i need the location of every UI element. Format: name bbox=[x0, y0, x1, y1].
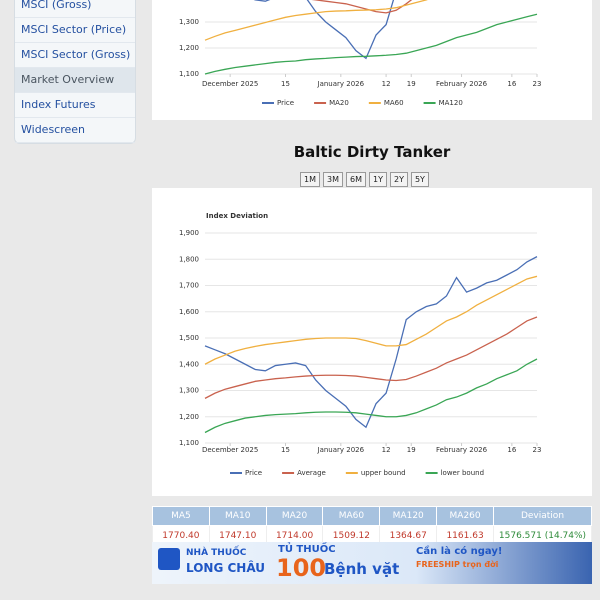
ad-text: NHÀ THUỐC bbox=[186, 548, 247, 558]
series-line bbox=[204, 275, 538, 365]
x-tick-label: 23 bbox=[533, 80, 542, 88]
chart: 1,100 1,200 1,300 December 2025 15 January 20… bbox=[179, 0, 542, 107]
y-tick-label: 1,300 bbox=[179, 387, 199, 395]
x-tick-label: January 2026 bbox=[317, 80, 365, 88]
header-cell: MA20 bbox=[265, 506, 324, 526]
cell: 1509.12 bbox=[322, 525, 381, 546]
x-tick-label: December 2025 bbox=[202, 80, 258, 88]
series-line bbox=[253, 0, 395, 60]
section-title: Baltic Dirty Tanker bbox=[293, 143, 451, 161]
range-buttons: 1M 3M 6M 1Y 2Y 5Y bbox=[300, 172, 429, 187]
series-line bbox=[204, 13, 538, 75]
header-cell: MA5 bbox=[152, 506, 210, 526]
header-cell: MA120 bbox=[379, 506, 438, 526]
menu-item[interactable]: MSCI Sector (Gross) bbox=[15, 43, 135, 68]
ad-banner[interactable]: NHÀ THUỐC LONG CHÂU TỦ THUỐC 100 Bệnh vặ… bbox=[152, 542, 592, 584]
y-tick-label: 1,300 bbox=[179, 18, 199, 26]
ad-text: Bệnh vặt bbox=[324, 560, 400, 578]
ad-text: LONG CHÂU bbox=[186, 561, 266, 575]
ad-text: 100 bbox=[276, 554, 327, 582]
chart: Index Deviation 1,100 1,200 1,300 1,400 1,500… bbox=[179, 212, 542, 477]
range-button[interactable]: 6M bbox=[346, 172, 366, 187]
x-tick-label: 12 bbox=[382, 80, 391, 88]
range-button[interactable]: 1Y bbox=[369, 172, 387, 187]
legend-label: Price bbox=[245, 469, 262, 477]
x-tick-label: 19 bbox=[407, 80, 416, 88]
range-button[interactable]: 5Y bbox=[410, 172, 429, 187]
chart-title: Index Deviation bbox=[206, 212, 268, 220]
range-button[interactable]: 3M bbox=[323, 172, 343, 187]
range-button[interactable]: 1M bbox=[300, 172, 320, 187]
x-tick-label: 19 bbox=[407, 446, 416, 454]
chart-panel: Index Deviation 1,100 1,200 1,300 1,400 1,500… bbox=[152, 188, 592, 496]
y-tick-label: 1,200 bbox=[179, 413, 199, 421]
y-tick-label: 1,500 bbox=[179, 334, 199, 342]
header-cell: MA260 bbox=[436, 506, 494, 526]
series-line bbox=[204, 358, 538, 434]
menu-item[interactable]: Market Overview bbox=[15, 68, 135, 93]
x-tick-label: 15 bbox=[281, 80, 290, 88]
y-tick-label: 1,200 bbox=[179, 44, 199, 52]
menu-item[interactable]: Widescreen bbox=[15, 118, 135, 143]
menu-item[interactable]: MSCI (Gross) bbox=[15, 0, 135, 18]
y-tick-label: 1,800 bbox=[179, 255, 199, 263]
legend-label: MA120 bbox=[439, 99, 463, 107]
x-tick-label: February 2026 bbox=[436, 446, 488, 454]
y-tick-label: 1,100 bbox=[179, 439, 199, 447]
header-cell: Deviation bbox=[493, 506, 592, 526]
x-tick-label: January 2026 bbox=[317, 446, 365, 454]
y-tick-label: 1,100 bbox=[179, 70, 199, 78]
series-line bbox=[311, 0, 413, 14]
legend-label: MA20 bbox=[329, 99, 349, 107]
header-cell: MA60 bbox=[322, 506, 381, 526]
menu-item[interactable]: MSCI Sector (Price) bbox=[15, 18, 135, 43]
x-tick-label: 23 bbox=[533, 446, 542, 454]
y-tick-label: 1,600 bbox=[179, 308, 199, 316]
header-cell: MA10 bbox=[208, 506, 267, 526]
range-button[interactable]: 2Y bbox=[389, 172, 408, 187]
legend-label: upper bound bbox=[361, 469, 406, 477]
y-tick-label: 1,700 bbox=[179, 282, 199, 290]
cell: 1161.63 bbox=[436, 525, 494, 546]
sidebar: MSCI (Gross) MSCI Sector (Price) MSCI Se… bbox=[14, 0, 136, 144]
cell: 1364.67 bbox=[379, 525, 438, 546]
menu-item[interactable]: Index Futures bbox=[15, 93, 135, 118]
chart-panel: 1,100 1,200 1,300 December 2025 15 January 20… bbox=[152, 0, 592, 120]
cell: 1576.571 (14.74%) bbox=[493, 525, 592, 546]
x-tick-label: 16 bbox=[507, 446, 516, 454]
x-tick-label: 12 bbox=[382, 446, 391, 454]
y-tick-label: 1,400 bbox=[179, 360, 199, 368]
x-tick-label: February 2026 bbox=[436, 80, 488, 88]
ma-table: MA5 MA10 MA20 MA60 MA120 MA260 Deviation… bbox=[152, 506, 592, 546]
legend-label: lower bound bbox=[441, 469, 484, 477]
ad-text: Cần là có ngay! bbox=[416, 546, 503, 557]
series-line bbox=[204, 256, 538, 429]
legend-label: Price bbox=[277, 99, 294, 107]
ad-logo bbox=[158, 548, 180, 570]
cell: 1770.40 bbox=[152, 525, 210, 546]
ad-text: TỦ THUỐC bbox=[278, 544, 336, 555]
y-tick-label: 1,900 bbox=[179, 229, 199, 237]
cell: 1747.10 bbox=[208, 525, 267, 546]
series-line bbox=[204, 0, 428, 41]
x-tick-label: 15 bbox=[281, 446, 290, 454]
legend-label: Average bbox=[297, 469, 326, 477]
ad-text: FREESHIP trọn đời bbox=[416, 560, 499, 569]
x-tick-label: December 2025 bbox=[202, 446, 258, 454]
legend-label: MA60 bbox=[384, 99, 404, 107]
series-line bbox=[204, 316, 538, 399]
x-tick-label: 16 bbox=[507, 80, 516, 88]
